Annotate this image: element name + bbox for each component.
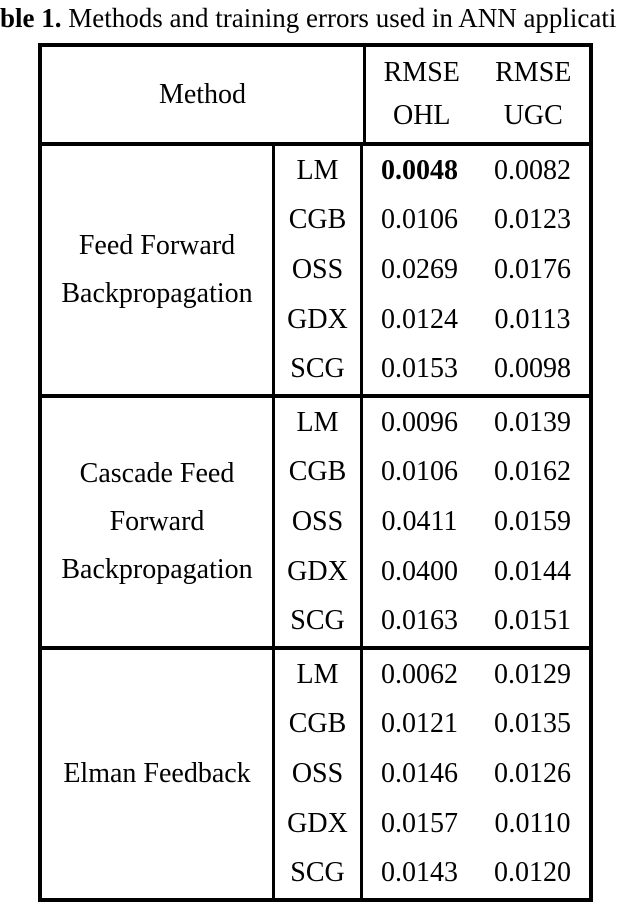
algorithm-label: SCG [290, 605, 345, 637]
ohl-label: OHL [392, 99, 451, 131]
algorithm-label: SCG [290, 353, 345, 385]
rmse-ohl-column-header: RMSE OHL [366, 47, 478, 142]
rmse-header-section: RMSE OHL RMSE UGC [366, 47, 589, 142]
table-row: 0.0121 0.0135 [363, 700, 589, 750]
rmse-ohl-value: 0.0124 [381, 303, 458, 335]
rmse-ohl-value: 0.0269 [381, 253, 458, 285]
algorithm-label: GDX [287, 807, 348, 839]
method-group-row: Elman Feedback LM CGB OSS GDX SCG 0.0062 0.0129… [42, 650, 589, 898]
algorithm-label: CGB [288, 708, 347, 740]
rmse-ugc-value: 0.0139 [494, 406, 571, 438]
table-row: 0.0146 0.0126 [363, 749, 589, 799]
rmse-ugc-value: 0.0129 [494, 658, 571, 690]
table-row: 0.0269 0.0176 [363, 245, 589, 295]
rmse-ohl-value: 0.0048 [381, 154, 458, 186]
rmse-ugc-value: 0.0159 [494, 505, 571, 537]
rmse-ohl-value: 0.0157 [381, 807, 458, 839]
rmse-ugc-value: 0.0151 [494, 605, 571, 637]
table-caption: ble 1. Methods and training errors used … [0, 2, 616, 34]
algorithm-column: LM CGB OSS GDX SCG [275, 146, 363, 394]
rmse-ohl-value: 0.0146 [381, 757, 458, 789]
rmse-ugc-value: 0.0123 [494, 204, 571, 236]
rmse-ohl-value: 0.0106 [381, 456, 458, 488]
ugc-label: UGC [503, 99, 563, 131]
rmse-ohl-value: 0.0163 [381, 605, 458, 637]
table-caption-number: ble 1. [0, 3, 62, 33]
rmse-ugc-column-header: RMSE UGC [478, 47, 590, 142]
algorithm-label: LM [296, 406, 339, 438]
rmse-ohl-value: 0.0153 [381, 353, 458, 385]
table-row: 0.0411 0.0159 [363, 497, 589, 547]
table-row: 0.0048 0.0082 [363, 146, 589, 196]
rmse-ugc-value: 0.0113 [494, 303, 571, 335]
table-body: Feed Forward Backpropagation LM CGB OSS GDX S… [42, 146, 589, 898]
rmse-ugc-value: 0.0144 [494, 555, 571, 587]
algorithm-label: CGB [288, 456, 347, 488]
table-row: 0.0143 0.0120 [363, 848, 589, 898]
table-row: 0.0163 0.0151 [363, 596, 589, 646]
algorithm-label: SCG [290, 857, 345, 889]
rmse-ugc-value: 0.0110 [494, 807, 571, 839]
table-row: 0.0106 0.0123 [363, 196, 589, 246]
table-row: 0.0062 0.0129 [363, 650, 589, 700]
rmse-ugc-value: 0.0162 [494, 456, 571, 488]
table-row: 0.0096 0.0139 [363, 398, 589, 448]
method-name-cell: Cascade Feed Forward Backpropagation [42, 398, 275, 646]
table-caption-text: Methods and training errors used in ANN … [61, 3, 617, 33]
rmse-ugc-value: 0.0135 [494, 708, 571, 740]
rmse-ugc-value: 0.0082 [494, 154, 571, 186]
table-row: 0.0153 0.0098 [363, 344, 589, 394]
rmse-ugc-value: 0.0126 [494, 757, 571, 789]
rmse-ohl-value: 0.0121 [381, 708, 458, 740]
algorithm-label: OSS [291, 253, 344, 285]
table-row: 0.0106 0.0162 [363, 448, 589, 498]
rmse-ohl-value: 0.0062 [381, 658, 458, 690]
table-row: 0.0157 0.0110 [363, 799, 589, 849]
ann-methods-table: Method RMSE OHL RMSE UGC Feed Forward Ba… [38, 43, 593, 902]
rmse-ohl-value: 0.0400 [381, 555, 458, 587]
method-column-header: Method [42, 47, 366, 142]
table-row: 0.0400 0.0144 [363, 547, 589, 597]
rmse-label: RMSE [383, 57, 460, 89]
method-group-row: Cascade Feed Forward Backpropagation LM CG… [42, 398, 589, 650]
table-row: 0.0124 0.0113 [363, 295, 589, 345]
algorithm-label: LM [296, 154, 339, 186]
algorithm-label: GDX [287, 555, 348, 587]
rmse-ugc-value: 0.0120 [494, 857, 571, 889]
algorithm-label: GDX [287, 303, 348, 335]
algorithm-column: LM CGB OSS GDX SCG [275, 650, 363, 898]
values-section: 0.0048 0.0082 0.0106 0.0123 0.0269 0.0176 0.01… [363, 146, 589, 394]
table-header-row: Method RMSE OHL RMSE UGC [42, 47, 589, 146]
method-name-cell: Feed Forward Backpropagation [42, 146, 275, 394]
algorithm-label: OSS [291, 505, 344, 537]
rmse-ohl-value: 0.0106 [381, 204, 458, 236]
algorithm-label: LM [296, 658, 339, 690]
rmse-label: RMSE [495, 57, 572, 89]
rmse-ohl-value: 0.0096 [381, 406, 458, 438]
method-group-row: Feed Forward Backpropagation LM CGB OSS GDX S… [42, 146, 589, 398]
algorithm-column: LM CGB OSS GDX SCG [275, 398, 363, 646]
algorithm-label: CGB [288, 204, 347, 236]
values-section: 0.0062 0.0129 0.0121 0.0135 0.0146 0.0126 0.01… [363, 650, 589, 898]
values-section: 0.0096 0.0139 0.0106 0.0162 0.0411 0.0159 0.04… [363, 398, 589, 646]
rmse-ohl-value: 0.0411 [381, 505, 458, 537]
rmse-ugc-value: 0.0098 [494, 353, 571, 385]
rmse-ohl-value: 0.0143 [381, 857, 458, 889]
algorithm-label: OSS [291, 757, 344, 789]
method-name-cell: Elman Feedback [42, 650, 275, 898]
rmse-ugc-value: 0.0176 [494, 253, 571, 285]
